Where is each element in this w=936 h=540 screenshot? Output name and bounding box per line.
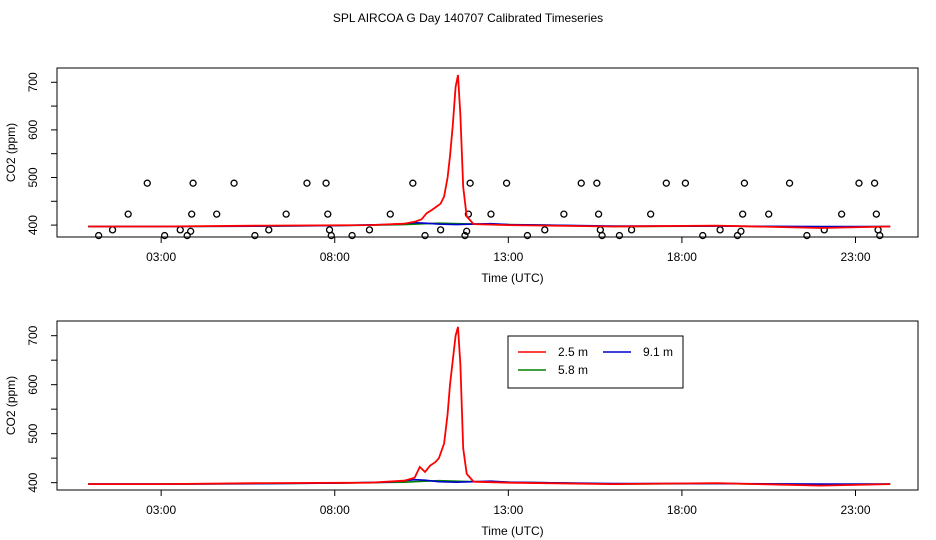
y-tick-label: 600 [26,120,40,140]
marker-point [324,210,332,218]
marker-point [108,226,117,234]
marker-point [870,179,879,187]
marker-point [124,210,132,218]
marker-point [785,179,794,187]
marker-point [188,210,196,218]
legend-label: 9.1 m [643,345,673,359]
x-axis-label: Time (UTC) [481,524,543,538]
marker-point [699,231,707,240]
marker-point [740,179,749,187]
y-axis-label: CO2 (ppm) [4,376,18,435]
marker-point [327,231,335,240]
marker-point [487,210,495,218]
marker-point [681,179,690,187]
series-line-25m [88,74,891,229]
y-axis-label: CO2 (ppm) [4,123,18,182]
marker-point [716,226,724,234]
x-tick-label: 18:00 [667,250,697,264]
marker-point [627,226,636,234]
y-tick-label: 500 [26,167,40,187]
marker-point [855,179,863,187]
marker-point [143,179,151,187]
x-tick-label: 08:00 [320,250,350,264]
marker-point [560,210,568,218]
marker-point [187,227,195,235]
marker-point [594,210,603,218]
marker-point [95,231,103,240]
marker-point [461,231,469,240]
marker-point [739,210,747,218]
plots-group: 03:00 08:00 13:00 18:00 23:00 400 500 600 700 Tim… [4,67,919,538]
marker-point [803,231,811,240]
legend-label: 5.8 m [558,363,588,377]
x-tick-label: 03:00 [146,250,176,264]
series-line-25m [88,326,891,487]
y-tick-label: 500 [26,423,40,443]
marker-point [282,210,290,218]
marker-point [523,231,532,240]
marker-point [837,210,846,218]
y-tick-label: 400 [26,472,40,492]
marker-point [662,179,670,187]
plot-panel-2: 03:00 08:00 13:00 18:00 23:00 400 500 600 700 Tim… [4,320,919,538]
figure-title: SPL AIRCOA G Day 140707 Calibrated Times… [333,11,603,25]
marker-point [322,179,330,187]
marker-point [598,231,606,240]
marker-point [737,227,745,235]
marker-point [213,210,221,218]
legend: 2.5 m 9.1 m 5.8 m [507,335,684,389]
marker-point [541,226,549,234]
marker-point [872,210,880,218]
marker-point [303,179,311,187]
marker-point [577,179,585,187]
marker-point [409,179,417,187]
x-tick-label: 08:00 [320,503,350,517]
marker-point [733,231,742,240]
y-tick-label: 600 [26,374,40,394]
marker-point [593,179,601,187]
marker-point [466,179,474,187]
y-tick-label: 700 [26,72,40,92]
x-tick-label: 23:00 [840,503,870,517]
x-tick-label: 13:00 [493,503,523,517]
marker-point [386,210,394,218]
x-tick-label: 03:00 [146,503,176,517]
legend-box [507,335,684,389]
plot-frame [56,67,919,238]
marker-point [647,210,655,218]
marker-point [765,210,773,218]
marker-point [189,179,197,187]
legend-label: 2.5 m [558,345,588,359]
x-tick-label: 18:00 [667,503,697,517]
marker-point [436,226,445,234]
marker-point [348,231,356,240]
x-tick-label: 13:00 [493,250,523,264]
marker-point [265,226,273,234]
x-axis-label: Time (UTC) [481,271,543,285]
marker-point [615,231,624,240]
plot-panel-1: 03:00 08:00 13:00 18:00 23:00 400 500 600 700 Tim… [4,67,919,285]
plot-frame [56,320,919,491]
marker-point [876,231,884,240]
marker-point [421,231,429,240]
marker-point [463,227,471,235]
marker-point [230,179,238,187]
x-tick-label: 23:00 [840,250,870,264]
marker-point [160,231,169,240]
marker-point [251,231,259,240]
marker-point [502,179,511,187]
marker-point [183,231,191,240]
y-tick-label: 400 [26,215,40,235]
marker-point [365,226,374,234]
marker-point [176,226,184,234]
y-tick-label: 700 [26,325,40,345]
